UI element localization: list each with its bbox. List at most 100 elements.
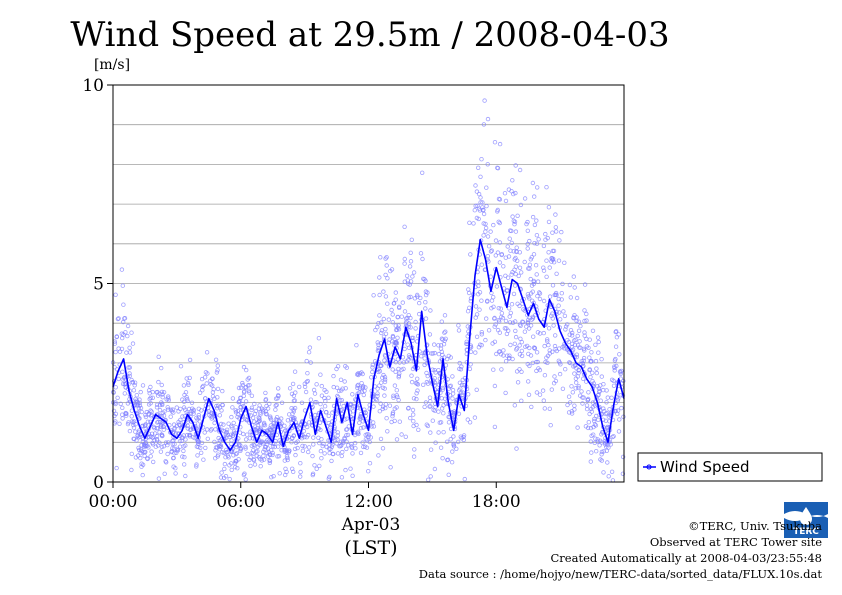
scatter-point <box>231 431 236 436</box>
scatter-point <box>142 444 147 450</box>
scatter-point <box>556 296 561 302</box>
scatter-point <box>522 329 528 334</box>
scatter-point <box>220 388 225 394</box>
scatter-point <box>611 383 617 388</box>
scatter-point <box>183 443 188 448</box>
credits-block: ©TERC, Univ. Tsukuba Observed at TERC To… <box>419 518 822 582</box>
scatter-point <box>485 299 490 304</box>
x-tick-label: 00:00 <box>89 492 138 512</box>
scatter-point <box>182 407 188 412</box>
scatter-point <box>305 371 310 376</box>
scatter-point <box>519 353 525 359</box>
scatter-point <box>480 200 485 205</box>
scatter-point <box>157 430 162 435</box>
scatter-point <box>161 390 167 395</box>
scatter-point <box>122 316 128 321</box>
scatter-point <box>240 401 245 407</box>
scatter-point <box>617 417 622 422</box>
scatter-point <box>534 218 539 223</box>
scatter-point <box>450 396 455 401</box>
scatter-point <box>158 449 164 454</box>
scatter-point <box>194 444 200 449</box>
scatter-point <box>496 318 501 323</box>
scatter-point <box>214 370 220 375</box>
scatter-point <box>373 396 378 402</box>
scatter-point <box>189 400 195 405</box>
scatter-point <box>375 340 380 345</box>
scatter-point <box>606 445 611 450</box>
scatter-point <box>411 419 416 424</box>
scatter-point <box>263 430 268 435</box>
scatter-point <box>367 461 373 466</box>
scatter-point <box>423 300 428 305</box>
scatter-point <box>159 433 165 439</box>
scatter-point <box>116 376 121 382</box>
scatter-point <box>447 384 452 389</box>
scatter-point <box>473 203 478 209</box>
scatter-point <box>402 256 407 262</box>
scatter-point <box>400 300 405 305</box>
scatter-point <box>574 354 579 360</box>
scatter-point <box>537 290 542 295</box>
scatter-point <box>125 323 131 329</box>
scatter-point <box>144 456 150 461</box>
scatter-point <box>243 444 248 449</box>
scatter-point <box>327 474 332 480</box>
scatter-point <box>247 390 252 395</box>
scatter-point <box>287 386 293 391</box>
scatter-point <box>282 458 287 463</box>
scatter-point <box>377 409 382 414</box>
scatter-point <box>176 419 181 425</box>
scatter-point <box>543 231 548 237</box>
scatter-point <box>393 360 398 365</box>
scatter-point <box>599 374 604 379</box>
scatter-point <box>221 450 227 456</box>
scatter-point <box>432 368 437 373</box>
scatter-point <box>513 229 519 234</box>
scatter-point <box>397 305 402 310</box>
scatter-point <box>481 207 486 212</box>
scatter-point <box>115 395 120 400</box>
scatter-point <box>252 401 257 407</box>
scatter-point <box>478 174 483 179</box>
scatter-point <box>495 250 501 255</box>
scatter-point <box>379 320 384 325</box>
scatter-point <box>353 446 358 451</box>
scatter-point <box>574 318 579 324</box>
scatter-point <box>551 323 556 328</box>
scatter-point <box>331 373 336 379</box>
scatter-point <box>575 343 581 348</box>
scatter-point <box>143 414 149 420</box>
scatter-point <box>331 451 336 457</box>
scatter-point <box>428 447 434 452</box>
scatter-point <box>534 232 540 238</box>
scatter-point <box>339 388 344 393</box>
scatter-point <box>449 460 455 465</box>
scatter-point <box>581 376 586 381</box>
scatter-point <box>254 453 259 459</box>
scatter-point <box>264 442 270 447</box>
scatter-point <box>525 246 530 251</box>
scatter-point <box>517 250 522 255</box>
scatter-point <box>161 413 167 418</box>
scatter-point <box>572 371 577 376</box>
scatter-point <box>483 225 489 231</box>
scatter-point <box>499 252 504 258</box>
scatter-point <box>430 418 435 423</box>
scatter-point <box>430 351 436 356</box>
scatter-point <box>546 250 551 255</box>
scatter-point <box>553 378 559 384</box>
scatter-point <box>381 289 386 294</box>
scatter-point <box>530 214 536 220</box>
scatter-point <box>134 403 139 408</box>
scatter-point <box>519 339 524 345</box>
scatter-point <box>424 422 429 427</box>
scatter-point <box>335 364 341 369</box>
scatter-point <box>204 350 210 355</box>
scatter-point <box>450 391 456 396</box>
scatter-point <box>563 324 569 329</box>
scatter-point <box>231 453 236 458</box>
scatter-point <box>571 274 576 279</box>
scatter-point <box>293 440 299 445</box>
scatter-point <box>472 415 478 420</box>
